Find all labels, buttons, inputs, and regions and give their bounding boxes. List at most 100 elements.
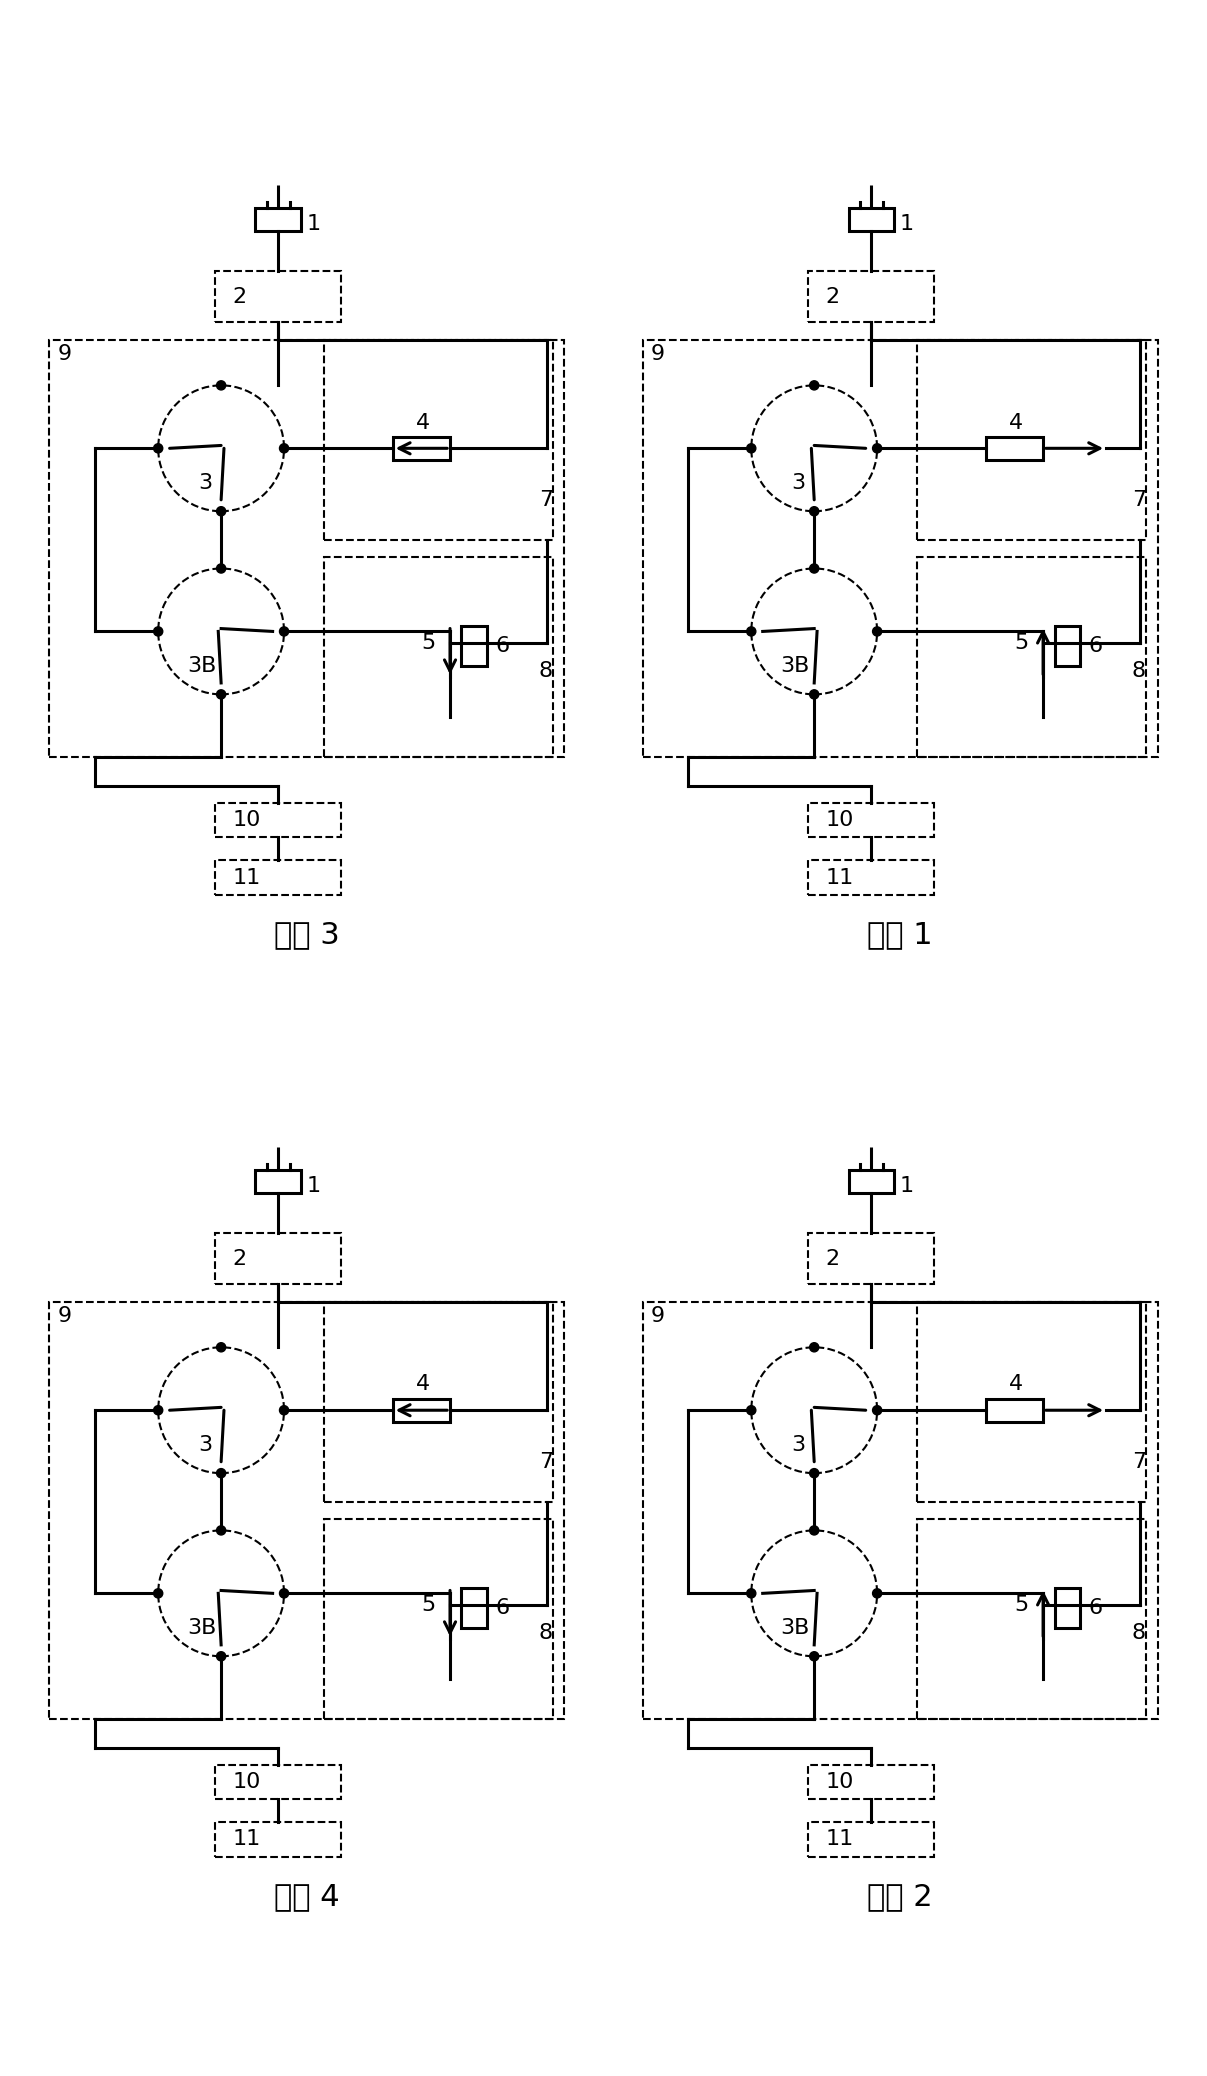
Text: 5: 5 [421,633,436,652]
Circle shape [747,1405,756,1416]
Circle shape [280,1405,288,1416]
Text: 3: 3 [792,1435,805,1455]
Circle shape [747,1588,756,1599]
Circle shape [216,1343,226,1351]
Text: 1: 1 [900,1175,914,1196]
Text: 状态 4: 状态 4 [274,1883,340,1912]
Text: 7: 7 [538,1451,553,1472]
Circle shape [810,1343,818,1351]
Text: 7: 7 [1132,490,1145,511]
Circle shape [216,689,226,700]
Bar [325,556,553,758]
Text: 11: 11 [826,1829,853,1850]
Circle shape [216,380,226,390]
Bar [215,270,342,322]
Text: 4: 4 [415,413,430,432]
Bar [917,556,1147,758]
Text: 状态 2: 状态 2 [867,1883,933,1912]
Bar [809,270,934,322]
Text: 7: 7 [538,490,553,511]
Circle shape [810,380,818,390]
Text: 10: 10 [826,810,855,830]
Bar [461,1588,488,1628]
Text: 3B: 3B [780,1617,809,1638]
Text: 3B: 3B [187,1617,216,1638]
Circle shape [810,689,818,700]
Text: 10: 10 [233,810,261,830]
Text: 1: 1 [307,214,321,235]
Bar [325,1302,553,1501]
Text: 9: 9 [651,345,665,363]
Circle shape [153,627,163,635]
Text: 4: 4 [1009,413,1022,432]
Bar [392,1399,450,1422]
Bar [917,1302,1147,1501]
Text: 2: 2 [233,286,246,307]
Text: 3: 3 [792,473,805,492]
Bar [849,208,894,230]
Text: 6: 6 [496,635,509,656]
Text: 9: 9 [58,345,72,363]
Text: 6: 6 [1089,1599,1103,1617]
Circle shape [280,444,288,453]
Text: 4: 4 [1009,1374,1022,1395]
Bar [986,1399,1043,1422]
Bar [809,1765,934,1800]
Text: 6: 6 [1089,635,1103,656]
Bar [642,340,1158,758]
Circle shape [810,1652,818,1661]
Circle shape [216,1468,226,1478]
Text: 2: 2 [233,1248,246,1268]
Circle shape [153,444,163,453]
Text: 2: 2 [826,286,840,307]
Circle shape [216,507,226,515]
Text: 11: 11 [233,868,261,889]
Text: 1: 1 [307,1175,321,1196]
Circle shape [747,444,756,453]
Text: 1: 1 [900,214,914,235]
Text: 状态 1: 状态 1 [867,920,933,949]
Text: 8: 8 [1132,1623,1145,1644]
Bar [809,1823,934,1856]
Text: 9: 9 [651,1306,665,1327]
Text: 10: 10 [826,1773,855,1792]
Bar [917,1520,1147,1719]
Circle shape [216,1652,226,1661]
Text: 8: 8 [1132,662,1145,681]
Bar [49,340,565,758]
Bar [256,1171,302,1194]
Circle shape [216,1526,226,1534]
Bar [256,208,302,230]
Text: 7: 7 [1132,1451,1145,1472]
Bar [642,1302,1158,1719]
Bar [809,1233,934,1285]
Circle shape [873,444,882,453]
Bar [215,803,342,837]
Bar [215,1233,342,1285]
Bar [392,436,450,459]
Circle shape [153,1405,163,1416]
Bar [809,859,934,895]
Bar [1055,1588,1080,1628]
Text: 3B: 3B [187,656,216,677]
Bar [917,340,1147,540]
Bar [325,340,553,540]
Text: 5: 5 [1015,633,1028,652]
Bar [215,1765,342,1800]
Text: 5: 5 [1015,1594,1028,1615]
Text: 6: 6 [496,1599,509,1617]
Text: 9: 9 [58,1306,72,1327]
Text: 11: 11 [233,1829,261,1850]
Text: 3B: 3B [780,656,809,677]
Bar [49,1302,565,1719]
Text: 4: 4 [415,1374,430,1395]
Bar [215,859,342,895]
Text: 3: 3 [198,1435,212,1455]
Circle shape [153,1588,163,1599]
Circle shape [216,565,226,573]
Circle shape [873,1588,882,1599]
Circle shape [873,1405,882,1416]
Circle shape [810,1468,818,1478]
Bar [461,625,488,666]
Text: 5: 5 [421,1594,436,1615]
